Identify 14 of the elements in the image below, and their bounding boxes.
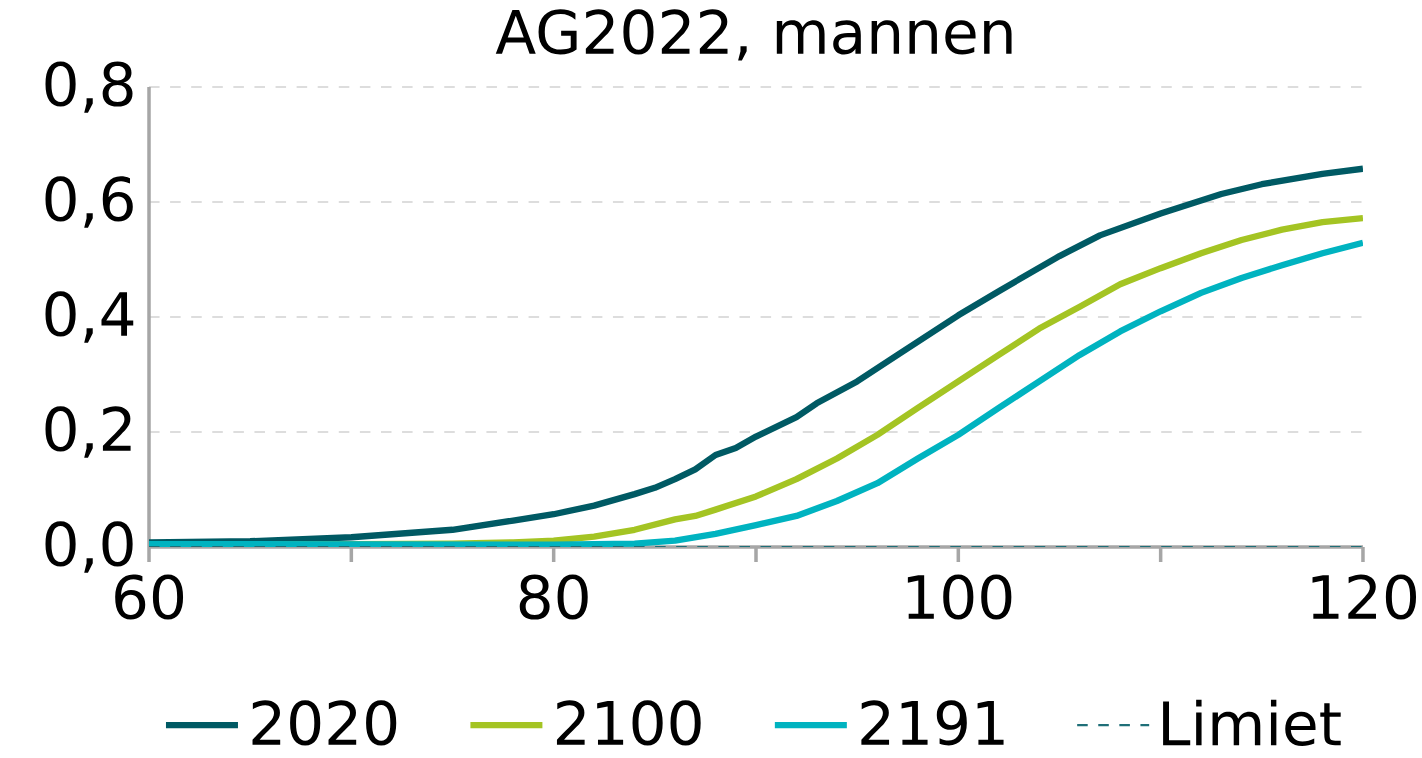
x-tick-label: 120 [1312, 574, 1417, 620]
y-tick-label: 0,8 [45, 61, 133, 113]
y-tick-label: 0,0 [45, 521, 133, 573]
legend-label: 2100 [556, 700, 701, 746]
y-tick-label: 0,6 [45, 176, 133, 228]
x-tick-label: 60 [115, 574, 184, 620]
y-tick-label: 0,4 [45, 291, 134, 343]
x-tick-label: 100 [907, 574, 1012, 620]
legend-label: 2020 [252, 700, 397, 746]
x-tick-label: 80 [519, 574, 588, 620]
legend-label: 2191 [861, 700, 1004, 746]
legend-label: Limiet [1163, 699, 1341, 746]
chart-title: AG2022, mannen [495, 9, 1012, 61]
y-tick-label: 0,2 [45, 406, 131, 458]
